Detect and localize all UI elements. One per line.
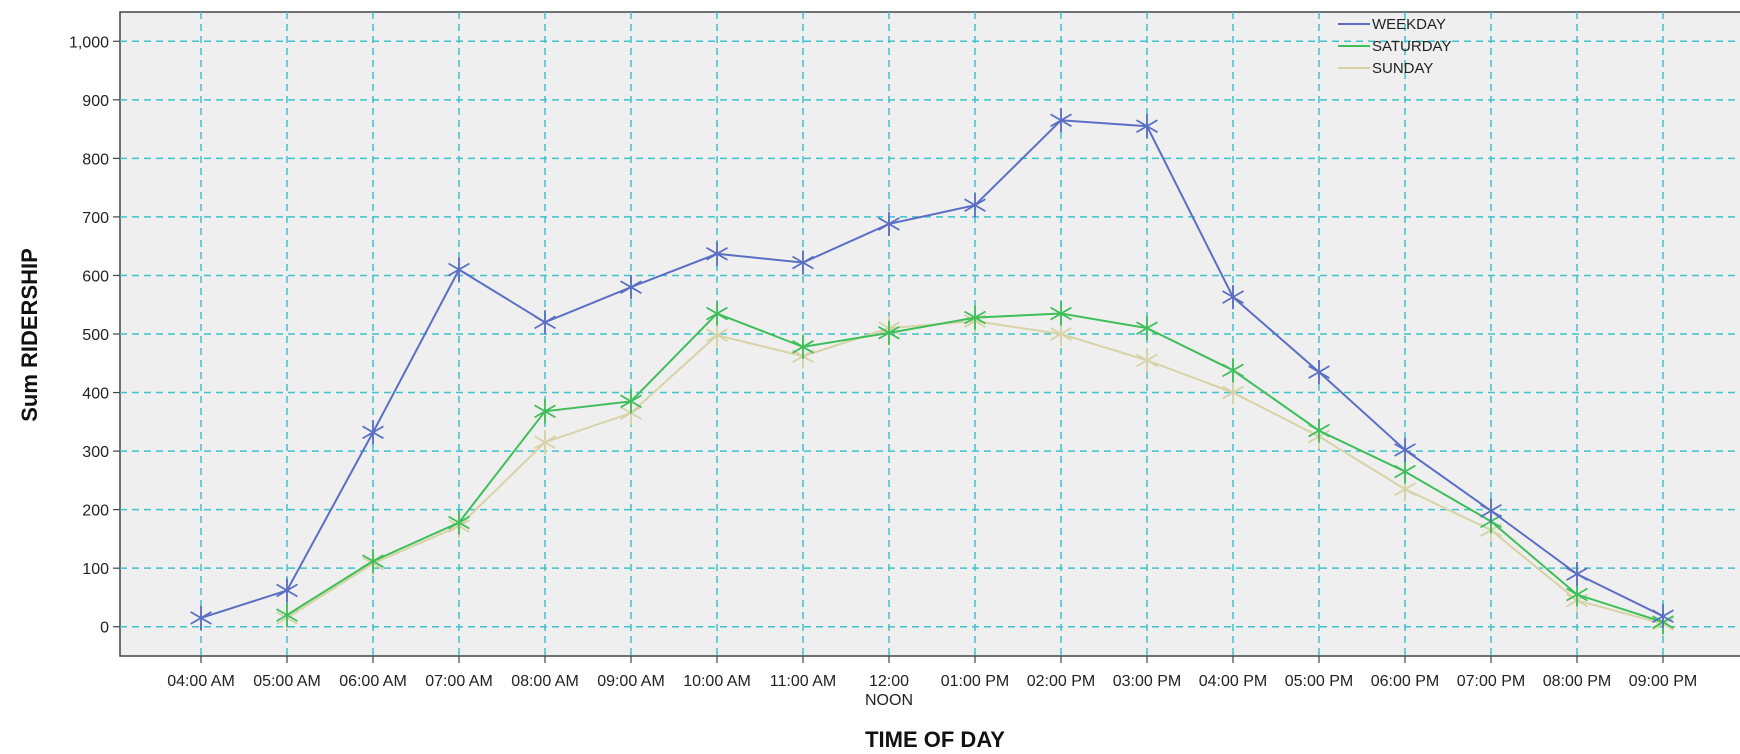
weekday-series-marker: [1652, 604, 1674, 629]
legend-item-saturday: SATURDAY: [1338, 38, 1451, 55]
y-axis: 0 100 200 300 400 500 600 700 800 900 1,000: [69, 34, 120, 637]
saturday-series-marker: [362, 549, 384, 574]
legend-label: SUNDAY: [1372, 60, 1433, 77]
saturday-series-marker: [276, 603, 298, 628]
weekday-series: [190, 108, 1674, 630]
sunday-series-marker: [1136, 348, 1158, 373]
series-layer: [190, 108, 1674, 636]
saturday-series-marker: [878, 320, 900, 345]
weekday-series-marker: [1480, 498, 1502, 523]
weekday-series-marker: [706, 241, 728, 266]
x-tick-label: 08:00 AM: [511, 673, 579, 690]
legend-label: WEEKDAY: [1372, 16, 1446, 33]
x-tick-label: 09:00 AM: [597, 673, 665, 690]
weekday-series-marker: [448, 257, 470, 282]
x-tick-label: 06:00 PM: [1371, 673, 1439, 690]
x-tick-label: 08:00 PM: [1543, 673, 1611, 690]
sunday-series-marker: [1222, 380, 1244, 405]
saturday-series-marker: [1050, 301, 1072, 326]
saturday-series-marker: [792, 334, 814, 359]
y-tick-label: 1,000: [69, 34, 109, 51]
y-tick-label: 900: [82, 93, 109, 110]
saturday-series-marker: [1136, 316, 1158, 341]
x-tick-label: 12:00 NOON: [865, 673, 913, 709]
sunday-series-marker: [1050, 322, 1072, 346]
weekday-series-marker: [276, 578, 298, 603]
legend-item-weekday: WEEKDAY: [1338, 16, 1446, 33]
sunday-series-marker: [706, 323, 728, 348]
y-tick-label: 600: [82, 268, 109, 285]
saturday-series-marker: [1566, 582, 1588, 607]
saturday-series-marker: [620, 389, 642, 414]
weekday-series-marker: [1566, 562, 1588, 587]
saturday-series-marker: [1222, 358, 1244, 383]
weekday-series-marker: [190, 605, 212, 630]
x-tick-label: 07:00 PM: [1457, 673, 1525, 690]
saturday-series-marker: [534, 399, 556, 424]
weekday-series-marker: [534, 310, 556, 335]
y-tick-label: 500: [82, 327, 109, 344]
x-tick-label: 04:00 PM: [1199, 673, 1267, 690]
x-tick-label: 05:00 AM: [253, 673, 321, 690]
grid-lines: [120, 12, 1740, 656]
x-tick-label: 04:00 AM: [167, 673, 235, 690]
x-tick-label: 10:00 AM: [683, 673, 751, 690]
x-tick-label: 09:00 PM: [1629, 673, 1697, 690]
sunday-series-marker: [534, 430, 556, 455]
legend-label: SATURDAY: [1372, 38, 1451, 55]
weekday-series-marker: [1050, 108, 1072, 133]
y-tick-label: 400: [82, 386, 109, 403]
y-tick-label: 300: [82, 444, 109, 461]
legend-item-sunday: SUNDAY: [1338, 60, 1433, 77]
saturday-series-marker: [448, 510, 470, 535]
weekday-series-marker: [620, 275, 642, 300]
x-tick-label: 11:00 AM: [770, 673, 836, 690]
weekday-series-marker: [1222, 285, 1244, 310]
y-tick-label: 100: [82, 561, 109, 578]
y-tick-label: 700: [82, 210, 109, 227]
x-tick-label: 07:00 AM: [425, 673, 493, 690]
weekday-series-marker: [792, 250, 814, 275]
x-tick-label: 06:00 AM: [339, 673, 407, 690]
saturday-series-marker: [706, 301, 728, 326]
saturday-series-marker: [964, 305, 986, 330]
x-tick-label: 01:00 PM: [941, 673, 1009, 690]
weekday-series-marker: [1308, 360, 1330, 385]
x-tick-label: 02:00 PM: [1027, 673, 1095, 690]
x-tick-label: 05:00 PM: [1285, 673, 1353, 690]
legend: WEEKDAY SATURDAY SUNDAY: [1338, 16, 1451, 77]
x-axis-title: TIME OF DAY: [865, 727, 1005, 752]
weekday-series-line: [200, 119, 1664, 619]
saturday-series-marker: [1308, 418, 1330, 443]
weekday-series-marker: [964, 193, 986, 218]
x-axis: 04:00 AM 05:00 AM 06:00 AM 07:00 AM 08:00 AM…: [167, 656, 1697, 709]
x-tick-label: 03:00 PM: [1113, 673, 1181, 690]
saturday-series-marker: [1394, 459, 1416, 484]
y-tick-label: 200: [82, 503, 109, 520]
weekday-series-marker: [1136, 114, 1158, 139]
weekday-series-marker: [1394, 437, 1416, 462]
weekday-series-marker: [878, 211, 900, 236]
y-axis-title: Sum RIDERSHIP: [17, 248, 42, 422]
y-tick-label: 800: [82, 151, 109, 168]
weekday-series-marker: [362, 420, 384, 445]
y-tick-label: 0: [100, 620, 109, 637]
